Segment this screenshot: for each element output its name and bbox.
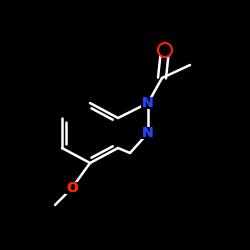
FancyBboxPatch shape [141, 127, 155, 139]
Text: N: N [142, 96, 154, 110]
FancyBboxPatch shape [141, 97, 155, 109]
Circle shape [158, 43, 172, 57]
Text: N: N [142, 96, 154, 110]
FancyBboxPatch shape [65, 182, 79, 194]
Text: O: O [66, 181, 78, 195]
Text: O: O [66, 181, 78, 195]
Text: O: O [66, 181, 78, 195]
Text: N: N [142, 126, 154, 140]
Text: N: N [142, 126, 154, 140]
